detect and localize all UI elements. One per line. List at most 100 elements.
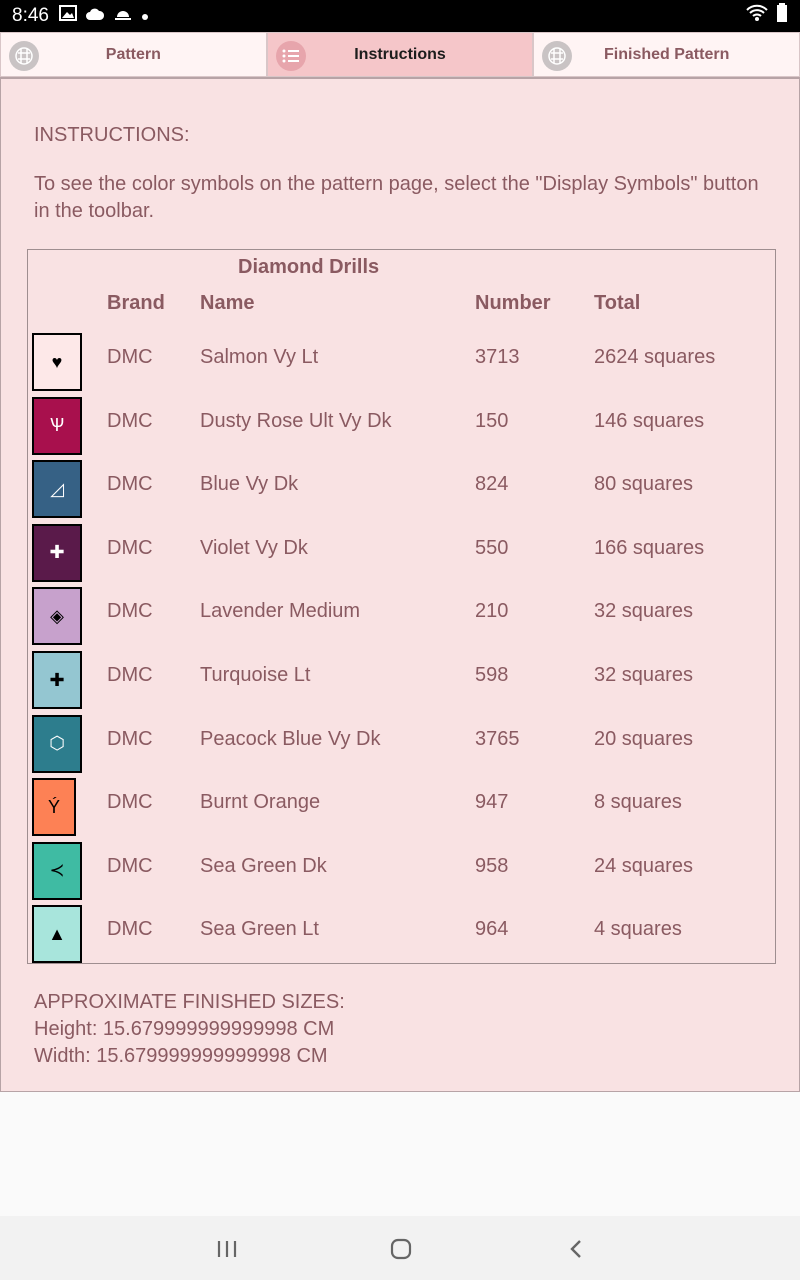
color-swatch: ≺ <box>32 841 82 900</box>
cell-number: 550 <box>475 536 509 559</box>
color-swatch: Ѱ <box>32 396 82 455</box>
gallery-icon <box>58 5 77 27</box>
tab-pattern-label: Pattern <box>105 45 161 63</box>
cell-number: 598 <box>475 664 509 686</box>
column-header-total: Total <box>594 292 641 314</box>
color-swatch: Ý <box>32 778 76 837</box>
cell-name: Burnt Orange <box>200 791 321 814</box>
cell-name: Salmon Vy Lt <box>200 346 319 368</box>
cell-number: 958 <box>475 854 509 877</box>
cell-total: 80 squares <box>594 473 693 496</box>
grid-icon <box>542 41 573 71</box>
cell-name: Violet Vy Dk <box>200 536 308 559</box>
color-symbol: ≺ <box>49 860 65 881</box>
table-row: ≺ DMC Sea Green Dk 958 24 squares <box>28 837 775 900</box>
color-symbol: ✚ <box>49 542 65 563</box>
wifi-icon <box>746 4 768 28</box>
table-row: Ý DMC Burnt Orange 947 8 squares <box>28 773 775 837</box>
color-symbol: ♥ <box>51 351 63 372</box>
table-row: Ѱ DMC Dusty Rose Ult Vy Dk 150 146 squares <box>28 392 775 455</box>
cell-name: Turquoise Lt <box>200 664 311 686</box>
column-header-brand: Brand <box>107 292 165 314</box>
color-swatch: ◿ <box>32 460 82 519</box>
table-row: ♥ DMC Salmon Vy Lt 3713 2624 squares <box>28 328 775 391</box>
color-swatch: ▲ <box>32 905 82 964</box>
cell-name: Blue Vy Dk <box>200 473 299 496</box>
tab-instructions-label: Instructions <box>354 45 446 63</box>
cell-total: 2624 squares <box>594 346 716 368</box>
column-header-number: Number <box>475 292 551 314</box>
cell-number: 824 <box>475 473 509 496</box>
tab-finished-pattern[interactable]: Finished Pattern <box>533 32 800 77</box>
color-swatch: ✚ <box>32 523 82 582</box>
table-caption: Diamond Drills <box>238 256 380 278</box>
cell-number: 3765 <box>475 727 520 750</box>
color-swatch: ♥ <box>32 333 82 391</box>
color-symbol: Ѱ <box>49 415 65 436</box>
cell-total: 20 squares <box>594 727 693 750</box>
weather-icon <box>113 5 133 27</box>
color-symbol: ◈ <box>50 605 64 626</box>
cell-number: 150 <box>475 409 509 432</box>
tab-pattern[interactable]: Pattern <box>0 32 267 77</box>
sizes-height: Height: 15.679999999999998 CM <box>34 1018 335 1040</box>
status-time: 8:46 <box>12 5 49 26</box>
column-header-name: Name <box>200 292 255 314</box>
cell-name: Dusty Rose Ult Vy Dk <box>200 409 392 432</box>
cell-brand: DMC <box>107 854 153 877</box>
cell-brand: DMC <box>107 409 153 432</box>
instructions-heading: INSTRUCTIONS: <box>34 124 190 146</box>
cell-name: Sea Green Lt <box>200 918 319 941</box>
instructions-panel: INSTRUCTIONS: To see the color symbols o… <box>0 79 800 1092</box>
sizes-width: Width: 15.679999999999998 CM <box>34 1045 328 1067</box>
color-swatch: ✚ <box>32 651 82 709</box>
table-row: ✚ DMC Turquoise Lt 598 32 squares <box>28 646 775 709</box>
cell-name: Sea Green Dk <box>200 854 327 877</box>
tab-instructions[interactable]: Instructions <box>266 32 534 77</box>
color-symbol: Ý <box>47 796 60 817</box>
cell-brand: DMC <box>107 791 153 814</box>
cell-brand: DMC <box>107 346 153 368</box>
status-bar: 8:46 <box>0 0 800 32</box>
home-icon[interactable] <box>388 1236 414 1262</box>
tab-finished-pattern-label: Finished Pattern <box>604 45 730 63</box>
cell-brand: DMC <box>107 473 153 496</box>
tab-bar: Pattern Instructions Finished Pattern <box>0 32 800 79</box>
finished-sizes: APPROXIMATE FINISHED SIZES: Height: 15.6… <box>34 989 345 1070</box>
table-row: ◈ DMC Lavender Medium 210 32 squares <box>28 582 775 646</box>
grid-icon <box>9 41 39 71</box>
color-symbol: ◿ <box>50 478 64 499</box>
cell-brand: DMC <box>107 536 153 559</box>
cell-number: 210 <box>475 600 509 623</box>
cell-brand: DMC <box>107 918 153 941</box>
cell-number: 964 <box>475 918 509 941</box>
navigation-bar <box>0 1216 800 1280</box>
battery-icon <box>776 3 788 29</box>
cell-number: 3713 <box>475 346 520 368</box>
color-swatch: ⬡ <box>32 714 82 773</box>
cell-name: Peacock Blue Vy Dk <box>200 727 381 750</box>
table-row: ✚ DMC Violet Vy Dk 550 166 squares <box>28 519 775 582</box>
color-symbol: ✚ <box>49 669 65 690</box>
cell-total: 32 squares <box>594 664 693 686</box>
color-swatch: ◈ <box>32 587 82 646</box>
cell-total: 8 squares <box>594 791 682 814</box>
cell-total: 32 squares <box>594 600 693 623</box>
cloud-icon <box>85 5 105 27</box>
cell-brand: DMC <box>107 727 153 750</box>
table-row: ▲ DMC Sea Green Lt 964 4 squares <box>28 900 775 964</box>
diamond-drills-table: Diamond Drills Brand Name Number Total ♥… <box>27 249 776 964</box>
cell-brand: DMC <box>107 600 153 623</box>
back-icon[interactable] <box>563 1236 589 1262</box>
cell-brand: DMC <box>107 664 153 686</box>
table-row: ◿ DMC Blue Vy Dk 824 80 squares <box>28 455 775 519</box>
table-row: ⬡ DMC Peacock Blue Vy Dk 3765 20 squares <box>28 710 775 773</box>
sizes-heading: APPROXIMATE FINISHED SIZES: <box>34 991 345 1013</box>
color-symbol: ⬡ <box>49 733 65 754</box>
recents-icon[interactable] <box>214 1236 240 1262</box>
cell-total: 166 squares <box>594 536 705 559</box>
cell-total: 24 squares <box>594 854 693 877</box>
instructions-description: To see the color symbols on the pattern … <box>34 173 759 222</box>
cell-total: 146 squares <box>594 409 705 432</box>
cell-total: 4 squares <box>594 918 682 941</box>
